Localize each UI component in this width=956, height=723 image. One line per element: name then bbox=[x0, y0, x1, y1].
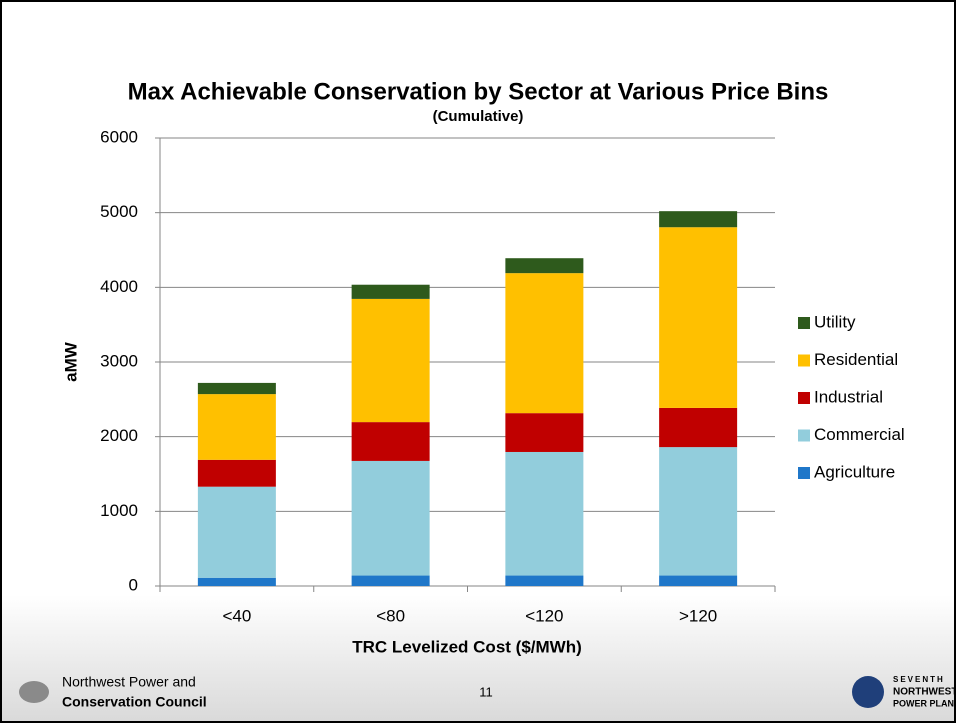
footer-left-logo: Northwest Power and Conservation Council bbox=[19, 674, 207, 710]
y-axis-title: aMW bbox=[61, 341, 80, 382]
org-name: Northwest Power and bbox=[62, 674, 196, 690]
bar-segment bbox=[505, 258, 584, 274]
bar-segment bbox=[505, 273, 584, 414]
logo-icon bbox=[852, 676, 884, 708]
y-tick-label: 0 bbox=[129, 575, 138, 594]
legend-label: Residential bbox=[814, 350, 898, 369]
bar-segment bbox=[351, 298, 430, 423]
plan-name: POWER PLAN bbox=[893, 698, 954, 708]
bar-segment bbox=[659, 447, 738, 576]
legend-label: Industrial bbox=[814, 387, 883, 406]
chart-subtitle: (Cumulative) bbox=[433, 108, 524, 125]
bar-segment bbox=[505, 451, 584, 576]
legend-label: Commercial bbox=[814, 425, 905, 444]
x-tick-label: <40 bbox=[222, 606, 251, 625]
x-tick-label: <80 bbox=[376, 606, 405, 625]
bar-segment bbox=[351, 284, 430, 299]
footer-right-logo: SEVENTH NORTHWEST POWER PLAN bbox=[852, 675, 956, 708]
y-tick-label: 4000 bbox=[100, 277, 138, 296]
chart-title: Max Achievable Conservation by Sector at… bbox=[128, 78, 829, 105]
bar-segment bbox=[197, 577, 276, 586]
legend-label: Agriculture bbox=[814, 462, 895, 481]
x-tick-label: <120 bbox=[525, 606, 563, 625]
y-tick-label: 3000 bbox=[100, 351, 138, 370]
bar-segment bbox=[197, 382, 276, 395]
org-name: Conservation Council bbox=[62, 694, 207, 710]
x-tick-label: >120 bbox=[679, 606, 717, 625]
y-tick-label: 6000 bbox=[100, 127, 138, 146]
bar-segment bbox=[197, 486, 276, 578]
bar-segment bbox=[659, 211, 738, 228]
footer-band bbox=[0, 595, 956, 723]
legend-swatch bbox=[798, 392, 810, 404]
bar-segment bbox=[351, 460, 430, 576]
y-tick-label: 1000 bbox=[100, 501, 138, 520]
bar-segment bbox=[505, 413, 584, 452]
bar-segment bbox=[351, 422, 430, 461]
legend-swatch bbox=[798, 317, 810, 329]
bar-segment bbox=[351, 575, 430, 586]
plan-name: NORTHWEST bbox=[893, 687, 956, 698]
page-number: 11 bbox=[479, 684, 493, 699]
plan-name: SEVENTH bbox=[893, 675, 945, 684]
bar-segment bbox=[197, 459, 276, 487]
legend-swatch bbox=[798, 354, 810, 367]
y-tick-label: 2000 bbox=[100, 426, 138, 445]
bar-segment bbox=[659, 407, 738, 448]
bar-segment bbox=[197, 394, 276, 460]
x-axis-title: TRC Levelized Cost ($/MWh) bbox=[352, 637, 582, 656]
bar-segment bbox=[659, 227, 738, 408]
logo-icon bbox=[19, 681, 49, 703]
bar-segment bbox=[505, 575, 584, 586]
legend-swatch bbox=[798, 429, 810, 442]
legend-label: Utility bbox=[814, 312, 856, 331]
legend-swatch bbox=[798, 467, 810, 479]
y-tick-label: 5000 bbox=[100, 202, 138, 221]
bar-segment bbox=[659, 575, 738, 586]
